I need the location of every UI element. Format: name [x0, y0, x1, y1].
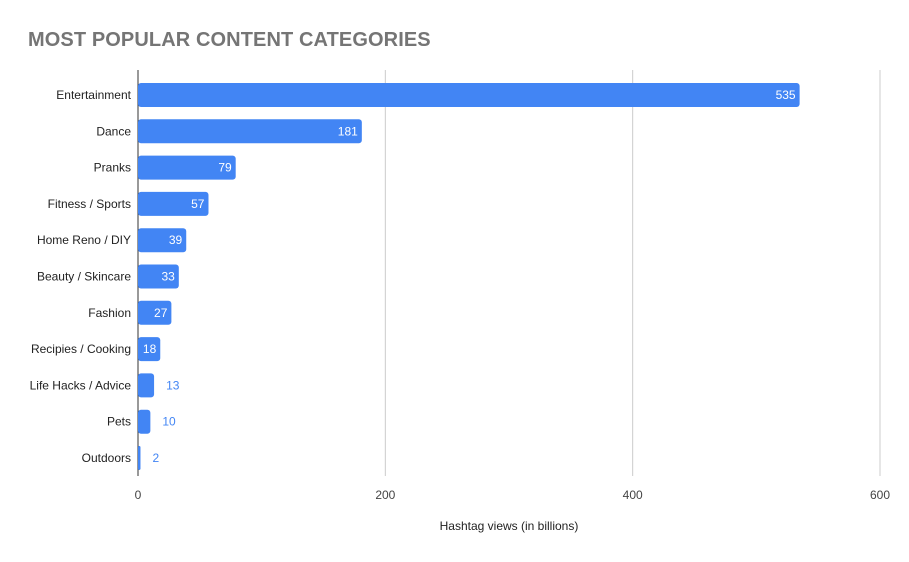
x-tick-label: 400	[623, 488, 643, 502]
category-label: Fitness / Sports	[48, 197, 131, 211]
x-axis-title: Hashtag views (in billions)	[440, 519, 579, 533]
data-label: 10	[162, 415, 176, 429]
bar	[138, 83, 800, 107]
data-label: 2	[152, 451, 159, 465]
chart-title: MOST POPULAR CONTENT CATEGORIES	[28, 29, 431, 51]
category-label: Pets	[107, 415, 131, 429]
bar	[138, 191, 209, 216]
category-label: Fashion	[88, 306, 131, 320]
category-label: Outdoors	[82, 451, 131, 465]
bar	[138, 155, 236, 180]
x-tick-label: 600	[870, 488, 890, 502]
data-label: 33	[161, 270, 175, 284]
data-label: 57	[191, 197, 205, 211]
x-tick-label: 0	[135, 488, 142, 502]
data-label: 79	[218, 161, 232, 175]
bar	[138, 264, 179, 289]
category-label: Beauty / Skincare	[37, 270, 131, 284]
data-label: 13	[166, 378, 180, 392]
category-label: Pranks	[94, 161, 131, 175]
bars: 535 181 79 57 39 33 27 18 13 10 2	[138, 83, 800, 470]
bar	[138, 446, 141, 470]
bar	[138, 300, 172, 325]
data-label: 535	[776, 88, 796, 102]
category-label: Entertainment	[56, 88, 131, 102]
bar	[138, 119, 362, 144]
data-label: 39	[169, 233, 183, 247]
bar	[138, 409, 151, 434]
bar	[138, 228, 187, 253]
bar	[138, 373, 155, 398]
data-label: 27	[154, 306, 168, 320]
data-label: 181	[338, 124, 358, 138]
category-labels: Entertainment Dance Pranks Fitness / Sports…	[30, 88, 132, 465]
category-label: Life Hacks / Advice	[30, 378, 132, 392]
x-tick-labels: 0 200 400 600	[135, 488, 891, 502]
data-label: 18	[143, 342, 157, 356]
category-label: Dance	[96, 124, 131, 138]
bar	[138, 337, 161, 362]
category-label: Recipies / Cooking	[31, 342, 131, 356]
category-label: Home Reno / DIY	[37, 233, 131, 247]
x-tick-label: 200	[375, 488, 395, 502]
